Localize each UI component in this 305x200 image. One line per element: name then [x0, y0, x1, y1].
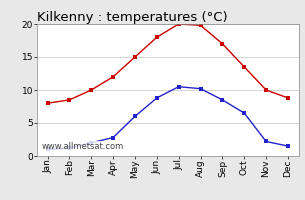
Text: Kilkenny : temperatures (°C): Kilkenny : temperatures (°C) — [37, 11, 227, 24]
Text: www.allmetsat.com: www.allmetsat.com — [42, 142, 124, 151]
